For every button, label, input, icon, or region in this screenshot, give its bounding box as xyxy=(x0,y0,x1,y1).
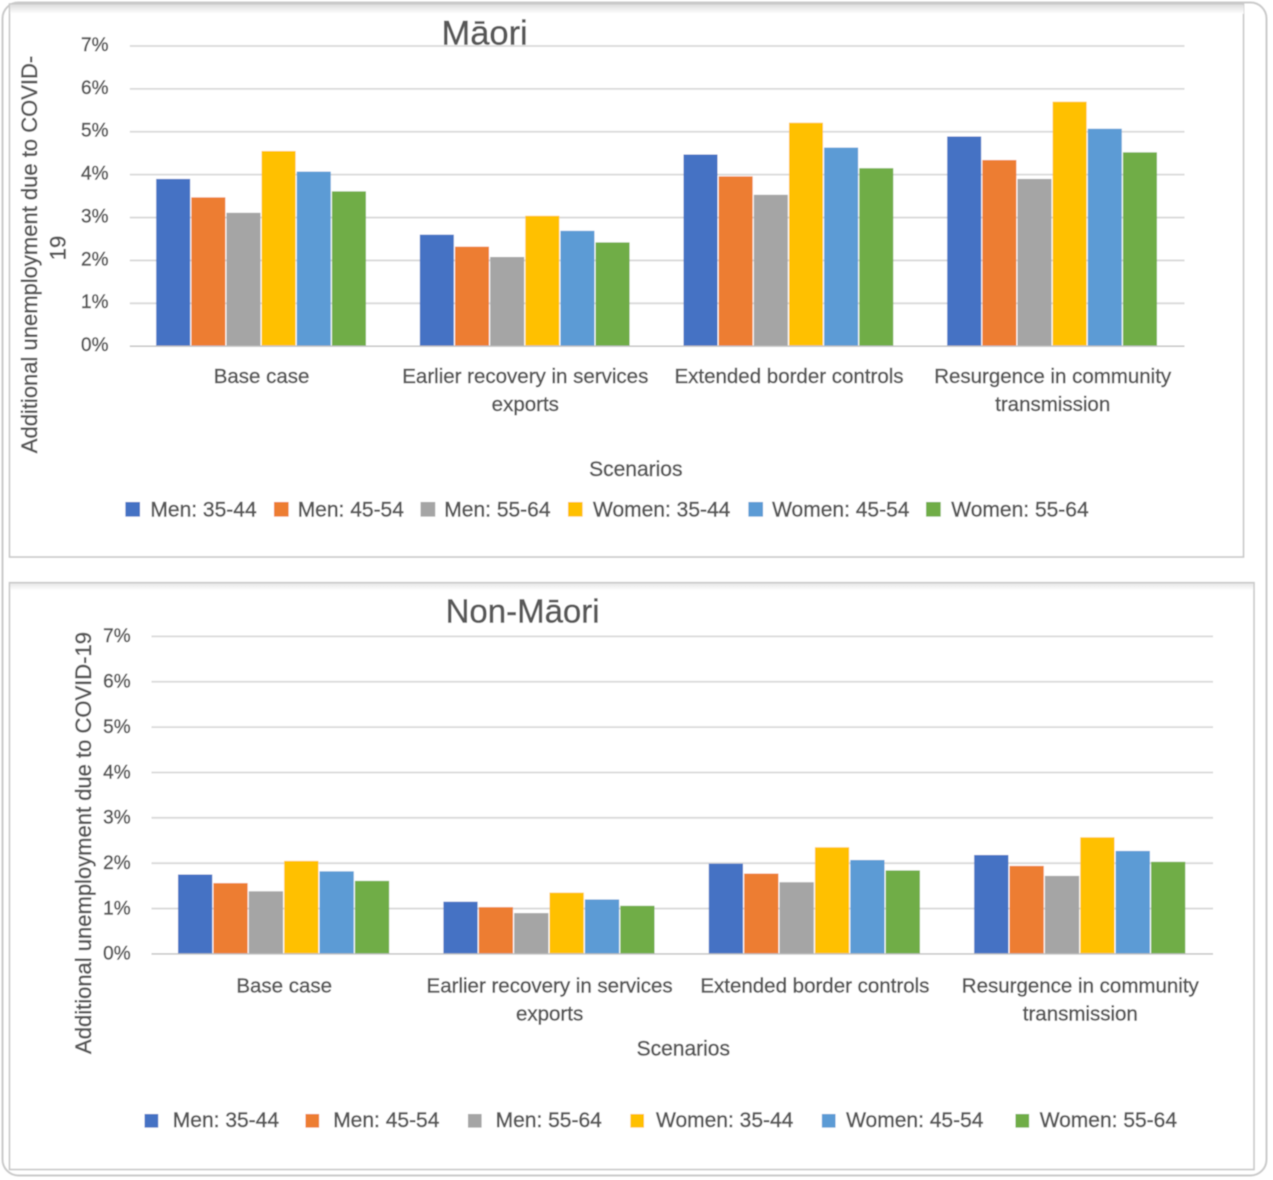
svg-text:Earlier recovery in services: Earlier recovery in services xyxy=(427,975,673,998)
svg-text:Women: 45-54: Women: 45-54 xyxy=(772,499,910,522)
svg-text:Women: 35-44: Women: 35-44 xyxy=(656,1109,794,1132)
svg-text:Non-Māori: Non-Māori xyxy=(446,593,600,630)
svg-text:Extended border controls: Extended border controls xyxy=(700,975,929,998)
svg-text:6%: 6% xyxy=(81,78,109,99)
svg-text:transmission: transmission xyxy=(995,393,1110,416)
svg-text:Additional unemployment due to: Additional unemployment due to COVID- xyxy=(17,56,42,453)
svg-text:Women: 35-44: Women: 35-44 xyxy=(593,499,731,522)
svg-text:7%: 7% xyxy=(103,626,131,647)
svg-text:Men: 55-64: Men: 55-64 xyxy=(444,499,551,522)
svg-text:Men: 45-54: Men: 45-54 xyxy=(333,1109,440,1132)
svg-text:Scenarios: Scenarios xyxy=(637,1038,730,1061)
svg-text:6%: 6% xyxy=(103,672,131,693)
svg-text:Men: 35-44: Men: 35-44 xyxy=(173,1109,280,1132)
svg-text:Māori: Māori xyxy=(441,15,527,53)
svg-text:Resurgence in community: Resurgence in community xyxy=(934,365,1172,388)
svg-text:Earlier recovery in services: Earlier recovery in services xyxy=(402,365,648,388)
svg-text:0%: 0% xyxy=(103,944,131,965)
svg-text:Men: 45-54: Men: 45-54 xyxy=(298,499,405,522)
svg-text:5%: 5% xyxy=(103,717,131,738)
svg-text:1%: 1% xyxy=(103,898,131,919)
svg-text:Extended border controls: Extended border controls xyxy=(674,365,903,388)
svg-text:3%: 3% xyxy=(81,206,109,227)
svg-text:3%: 3% xyxy=(103,808,131,829)
svg-text:Men: 55-64: Men: 55-64 xyxy=(496,1109,603,1132)
svg-text:exports: exports xyxy=(516,1003,583,1026)
svg-text:Women: 45-54: Women: 45-54 xyxy=(846,1109,984,1132)
svg-text:4%: 4% xyxy=(103,762,131,783)
svg-text:Resurgence in community: Resurgence in community xyxy=(962,975,1200,998)
svg-text:1%: 1% xyxy=(81,292,109,313)
svg-text:Men: 35-44: Men: 35-44 xyxy=(150,499,257,522)
svg-text:19: 19 xyxy=(46,236,71,260)
svg-text:Scenarios: Scenarios xyxy=(589,458,682,481)
svg-text:Additional unemployment due to: Additional unemployment due to COVID-19 xyxy=(71,632,96,1054)
svg-text:2%: 2% xyxy=(81,249,109,270)
svg-text:4%: 4% xyxy=(81,164,109,185)
svg-text:5%: 5% xyxy=(81,121,109,142)
svg-text:exports: exports xyxy=(492,393,559,416)
svg-text:transmission: transmission xyxy=(1023,1003,1138,1026)
svg-text:Base case: Base case xyxy=(236,975,332,998)
svg-text:7%: 7% xyxy=(81,35,109,56)
svg-text:2%: 2% xyxy=(103,853,131,874)
svg-text:Base case: Base case xyxy=(214,365,310,388)
svg-text:Women: 55-64: Women: 55-64 xyxy=(1040,1109,1178,1132)
svg-text:Women: 55-64: Women: 55-64 xyxy=(951,499,1089,522)
svg-text:0%: 0% xyxy=(81,335,109,356)
